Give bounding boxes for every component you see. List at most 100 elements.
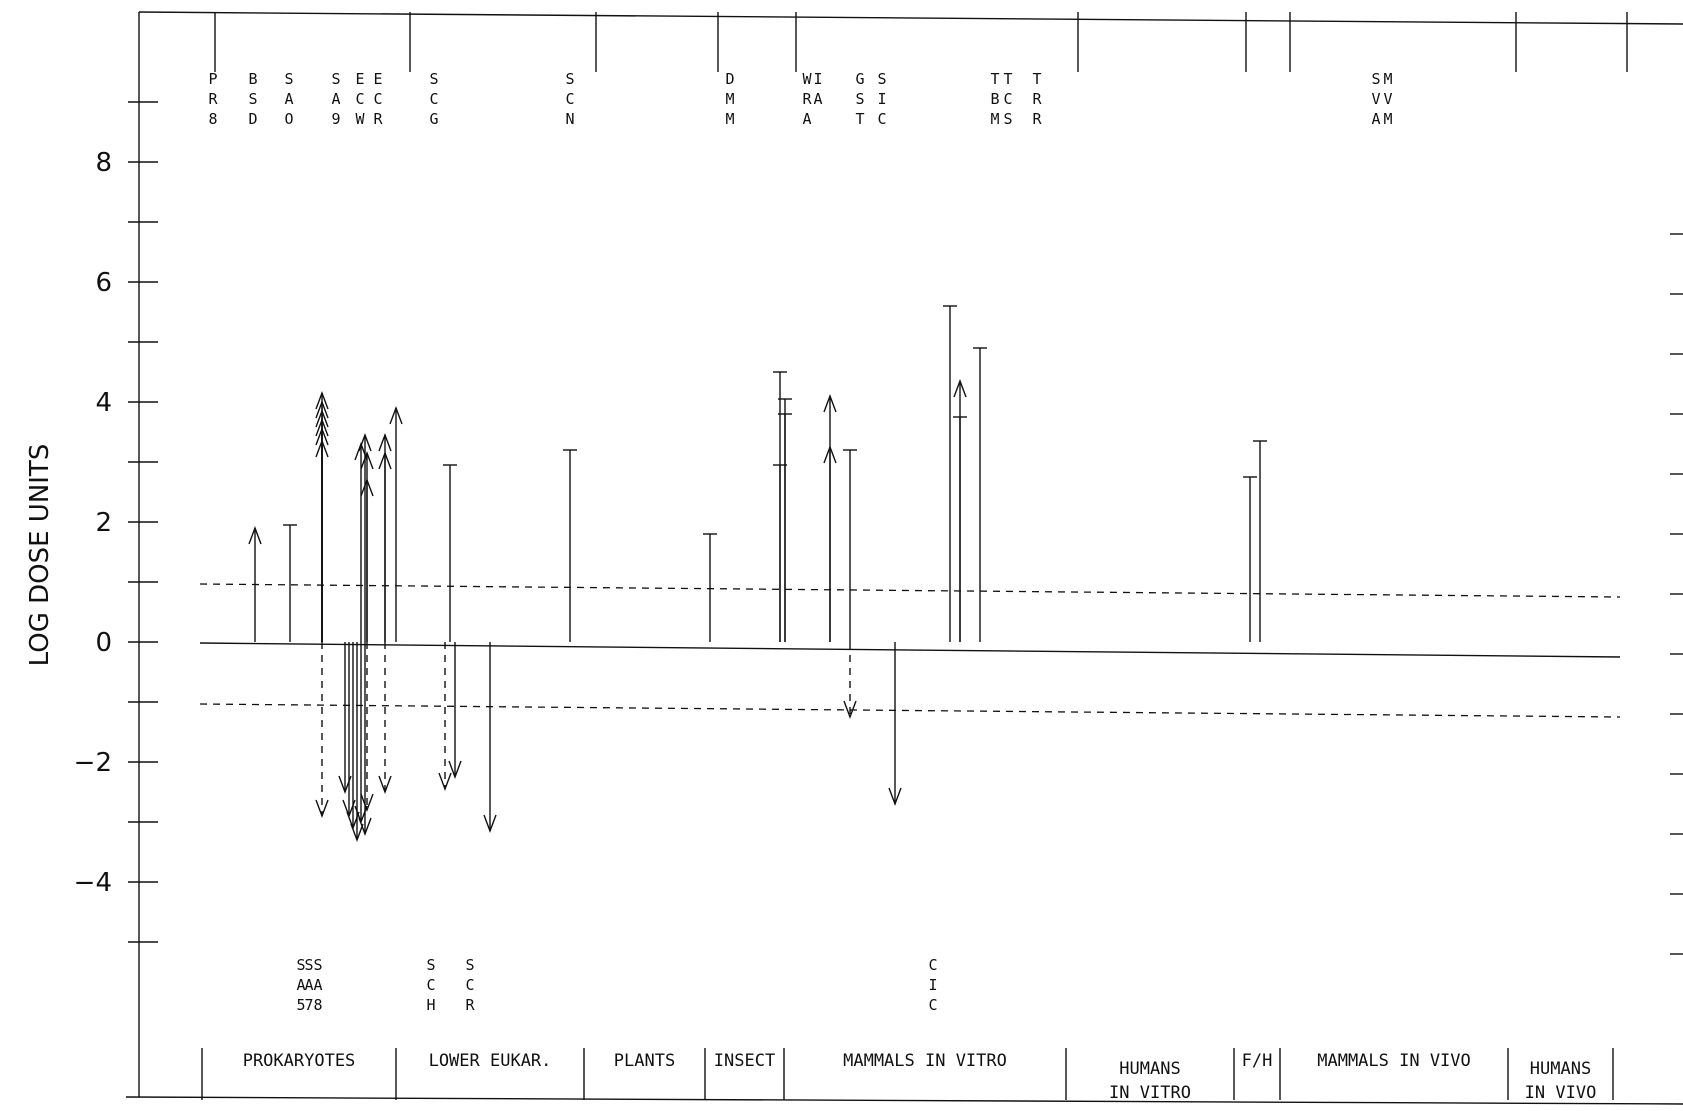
- category-label: MAMMALS IN VITRO: [843, 1051, 1007, 1071]
- top-code-char: R: [373, 110, 383, 128]
- top-category-ticks: [214, 12, 1628, 72]
- bottom-code-char: A: [313, 976, 322, 994]
- bottom-code-char: A: [304, 976, 313, 994]
- bottom-code-char: C: [928, 956, 937, 974]
- bar-arrowhead: [438, 772, 452, 791]
- top-code-char: B: [990, 90, 999, 108]
- bar: [358, 433, 372, 642]
- top-code-char: R: [802, 90, 812, 108]
- top-code-char: S: [284, 70, 293, 88]
- bar: [703, 533, 717, 642]
- top-code-char: C: [877, 110, 886, 128]
- bar-arrowhead: [315, 418, 329, 437]
- bar: [350, 642, 364, 842]
- bar-arrowhead: [823, 445, 837, 464]
- top-code-char: V: [1371, 90, 1380, 108]
- top-code-char: S: [429, 70, 438, 88]
- category-label: HUMANS: [1119, 1059, 1180, 1079]
- top-code-char: G: [429, 110, 438, 128]
- top-code-char: D: [725, 70, 734, 88]
- bar-arrowhead: [483, 814, 497, 833]
- top-code-char: S: [1371, 70, 1380, 88]
- bottom-code-char: R: [465, 996, 475, 1014]
- top-code-char: M: [725, 90, 734, 108]
- y-axis: 8 6 4 2 0 −2 −4: [74, 101, 158, 943]
- top-code-char: N: [565, 110, 574, 128]
- bar: [443, 464, 457, 642]
- bottom-code-char: C: [928, 996, 937, 1014]
- bar-arrowhead: [350, 823, 364, 842]
- bar: [378, 451, 392, 642]
- category-label: HUMANS: [1530, 1059, 1591, 1079]
- bar: [389, 406, 403, 642]
- bar: [973, 347, 987, 642]
- bar-arrowhead: [360, 478, 374, 497]
- bar-arrowhead: [315, 799, 329, 818]
- bottom-code-char: 8: [313, 996, 322, 1014]
- y-tick-label: −2: [74, 748, 112, 778]
- bar: [823, 445, 837, 642]
- bar-arrowhead: [315, 400, 329, 419]
- category-label: PROKARYOTES: [243, 1051, 356, 1071]
- top-code-char: T: [1003, 70, 1012, 88]
- top-code-char: M: [990, 110, 999, 128]
- top-code-char: R: [1032, 90, 1042, 108]
- bar: [563, 449, 577, 642]
- bar: [360, 642, 374, 812]
- top-border-line: [138, 11, 1683, 25]
- bar: [943, 305, 957, 642]
- top-code-char: T: [990, 70, 999, 88]
- top-code-char: M: [725, 110, 734, 128]
- bar: [358, 642, 372, 836]
- y-axis-label: LOG DOSE UNITS: [25, 444, 55, 667]
- bar-arrowhead: [248, 526, 262, 545]
- y-tick-label: 6: [95, 268, 112, 298]
- category-label: INSECT: [714, 1051, 775, 1071]
- top-code-char: W: [802, 70, 812, 88]
- y-tick-label: −4: [74, 868, 112, 898]
- top-code-char: O: [284, 110, 293, 128]
- bars: [248, 305, 1267, 842]
- top-code-char: C: [373, 90, 382, 108]
- top-code-char: R: [1032, 110, 1042, 128]
- bar-arrowhead: [315, 409, 329, 428]
- bottom-code-char: S: [304, 956, 313, 974]
- bottom-code-char: S: [426, 956, 435, 974]
- top-code-char: C: [355, 90, 364, 108]
- top-code-char: S: [248, 90, 257, 108]
- bar-arrowhead: [448, 760, 462, 779]
- bar-arrowhead: [843, 700, 857, 719]
- category-label-line2: IN VITRO: [1109, 1083, 1191, 1103]
- bar: [953, 416, 967, 642]
- threshold-line: [199, 703, 1621, 718]
- top-code-char: C: [429, 90, 438, 108]
- bar: [315, 642, 329, 818]
- bar-arrowhead: [953, 379, 967, 398]
- chart-frame: [125, 11, 1683, 1105]
- bar: [248, 526, 262, 642]
- category-label: LOWER EUKAR.: [429, 1051, 552, 1071]
- top-code-char: S: [331, 70, 340, 88]
- top-code-char: M: [1383, 70, 1392, 88]
- y-tick-label: 8: [95, 148, 112, 178]
- top-code-char: C: [1003, 90, 1012, 108]
- top-code-char: R: [208, 90, 218, 108]
- bar: [778, 413, 792, 642]
- bar: [843, 449, 857, 642]
- bottom-code-char: S: [296, 956, 305, 974]
- top-code-char: T: [1032, 70, 1041, 88]
